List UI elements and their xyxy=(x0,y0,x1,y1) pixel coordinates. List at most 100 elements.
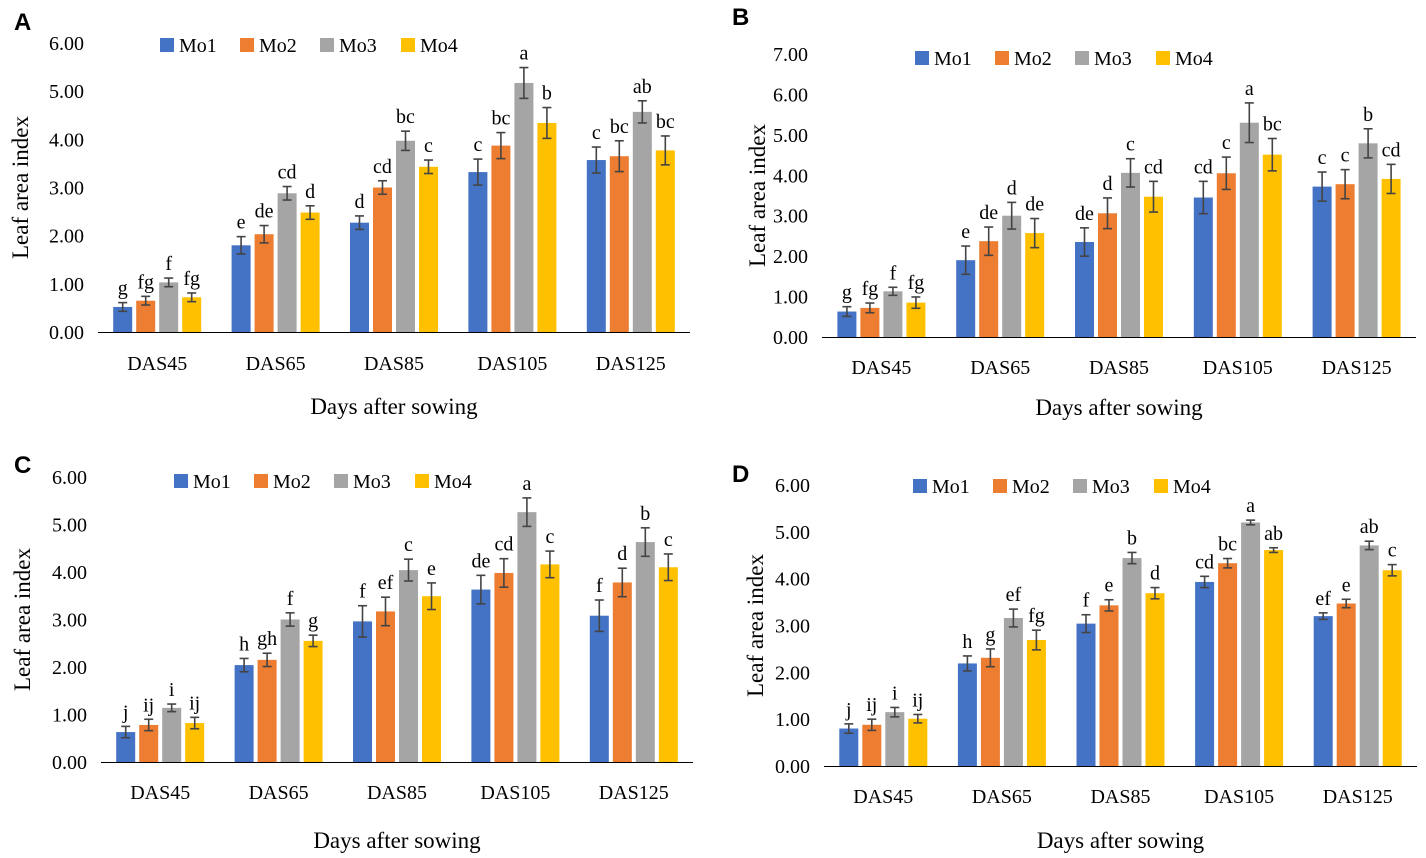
bar-mo2-das105 xyxy=(1218,563,1238,766)
significance-letter: bc xyxy=(656,111,675,133)
significance-letter: cd xyxy=(494,534,513,556)
error-bar xyxy=(427,582,436,611)
bar-mo2-das125 xyxy=(1336,603,1356,766)
error-bar xyxy=(519,66,529,100)
error-bar xyxy=(1030,217,1040,249)
y-tick-label: 5.00 xyxy=(49,81,84,103)
error-bar xyxy=(476,574,486,605)
legend: Mo1 Mo2 Mo3 Mo4 xyxy=(160,35,458,57)
bar-mo1-das45 xyxy=(837,311,857,337)
error-bar xyxy=(865,302,875,314)
significance-letter: gh xyxy=(257,628,277,650)
bar-mo4-das65 xyxy=(303,640,323,762)
y-tick-label: 7.00 xyxy=(773,44,808,66)
bar-mo1-das105 xyxy=(1193,197,1213,337)
significance-letter: c xyxy=(1388,540,1397,562)
error-bar xyxy=(401,130,410,152)
error-bar xyxy=(1081,613,1091,634)
y-tick-label: 0.00 xyxy=(52,752,87,774)
significance-letter: f xyxy=(287,588,294,610)
error-bar xyxy=(637,100,647,124)
error-bar xyxy=(888,286,898,297)
x-tick-label: DAS85 xyxy=(367,782,427,804)
error-bar xyxy=(1269,546,1279,554)
bar-mo2-das125 xyxy=(1335,184,1355,337)
x-tick-label: DAS125 xyxy=(599,782,669,804)
error-bar xyxy=(187,292,197,303)
y-tick-label: 6.00 xyxy=(773,84,808,106)
significance-letter: g xyxy=(118,278,128,300)
significance-letter: bc xyxy=(396,106,415,128)
significance-letter: ij xyxy=(866,694,877,716)
legend-label: Mo3 xyxy=(339,35,377,57)
bar-mo4-das45 xyxy=(185,723,205,762)
bar-mo2-das65 xyxy=(257,659,277,762)
error-bar xyxy=(305,205,315,221)
bar-mo4-das125 xyxy=(1382,570,1402,766)
significance-letter: fg xyxy=(862,278,879,300)
significance-letter: d xyxy=(355,191,365,213)
significance-letter: j xyxy=(122,701,129,723)
bar-mo3-das65 xyxy=(277,193,297,332)
legend-label: Mo4 xyxy=(434,471,472,493)
error-bar xyxy=(961,245,971,276)
y-tick-label: 0.00 xyxy=(775,756,810,778)
legend-swatch-mo2 xyxy=(993,479,1007,493)
error-bar xyxy=(913,713,923,724)
error-bar xyxy=(867,718,877,732)
error-bar xyxy=(1198,180,1208,215)
error-bar xyxy=(262,652,272,668)
significance-letter: bc xyxy=(491,108,510,130)
error-bar xyxy=(496,131,506,160)
error-bar xyxy=(141,295,151,306)
error-bar xyxy=(378,179,387,196)
bar-mo2-das65 xyxy=(979,241,999,337)
error-bar xyxy=(1221,156,1231,191)
error-bar xyxy=(594,599,604,633)
error-bar xyxy=(640,527,650,558)
y-axis-title: Leaf area index xyxy=(745,123,770,267)
legend-label: Mo3 xyxy=(1094,48,1132,70)
significance-letter: d xyxy=(1150,563,1160,585)
bar-mo1-das85 xyxy=(1076,623,1096,766)
x-axis-title: Days after sowing xyxy=(1037,828,1205,853)
y-tick-label: 4.00 xyxy=(775,569,810,591)
error-bars xyxy=(118,66,670,313)
y-tick-label: 1.00 xyxy=(49,274,84,296)
significance-letter: c xyxy=(1222,132,1231,154)
y-axis: 0.00 1.00 2.00 3.00 4.00 5.00 6.00 xyxy=(49,33,84,344)
significance-letter: de xyxy=(979,202,998,224)
error-bar xyxy=(1103,197,1112,230)
significance-letter: f xyxy=(165,253,172,275)
error-bar xyxy=(355,215,364,231)
error-bar xyxy=(282,185,292,201)
bars xyxy=(839,522,1402,766)
y-tick-label: 3.00 xyxy=(773,206,808,228)
bar-mo4-das125 xyxy=(1381,178,1401,337)
x-tick-label: DAS85 xyxy=(1090,786,1150,808)
significance-letter: c xyxy=(1126,134,1135,156)
bar-mo3-das125 xyxy=(1358,143,1378,337)
legend-swatch-mo3 xyxy=(1073,479,1087,493)
error-bar xyxy=(1127,551,1137,565)
bar-mo3-das105 xyxy=(1241,522,1261,766)
bar-mo2-das45 xyxy=(862,724,882,766)
error-bar xyxy=(591,146,601,174)
bar-mo4-das105 xyxy=(540,564,560,762)
bar-mo3-das85 xyxy=(1122,558,1142,766)
bar-mo3-das45 xyxy=(162,707,182,762)
significance-letter: i xyxy=(169,679,175,701)
bar-mo4-das45 xyxy=(182,297,202,332)
bar-mo1-das85 xyxy=(353,621,372,762)
bar-mo4-das45 xyxy=(906,302,926,337)
error-bar xyxy=(1007,201,1017,230)
significance-letter: ab xyxy=(1264,523,1283,545)
x-tick-label: DAS45 xyxy=(853,786,913,808)
significance-letter: f xyxy=(596,575,603,597)
significance-letter: j xyxy=(845,699,852,721)
error-bar xyxy=(381,596,390,627)
bar-mo3-das45 xyxy=(159,282,179,332)
legend-swatch-mo1 xyxy=(915,51,929,65)
